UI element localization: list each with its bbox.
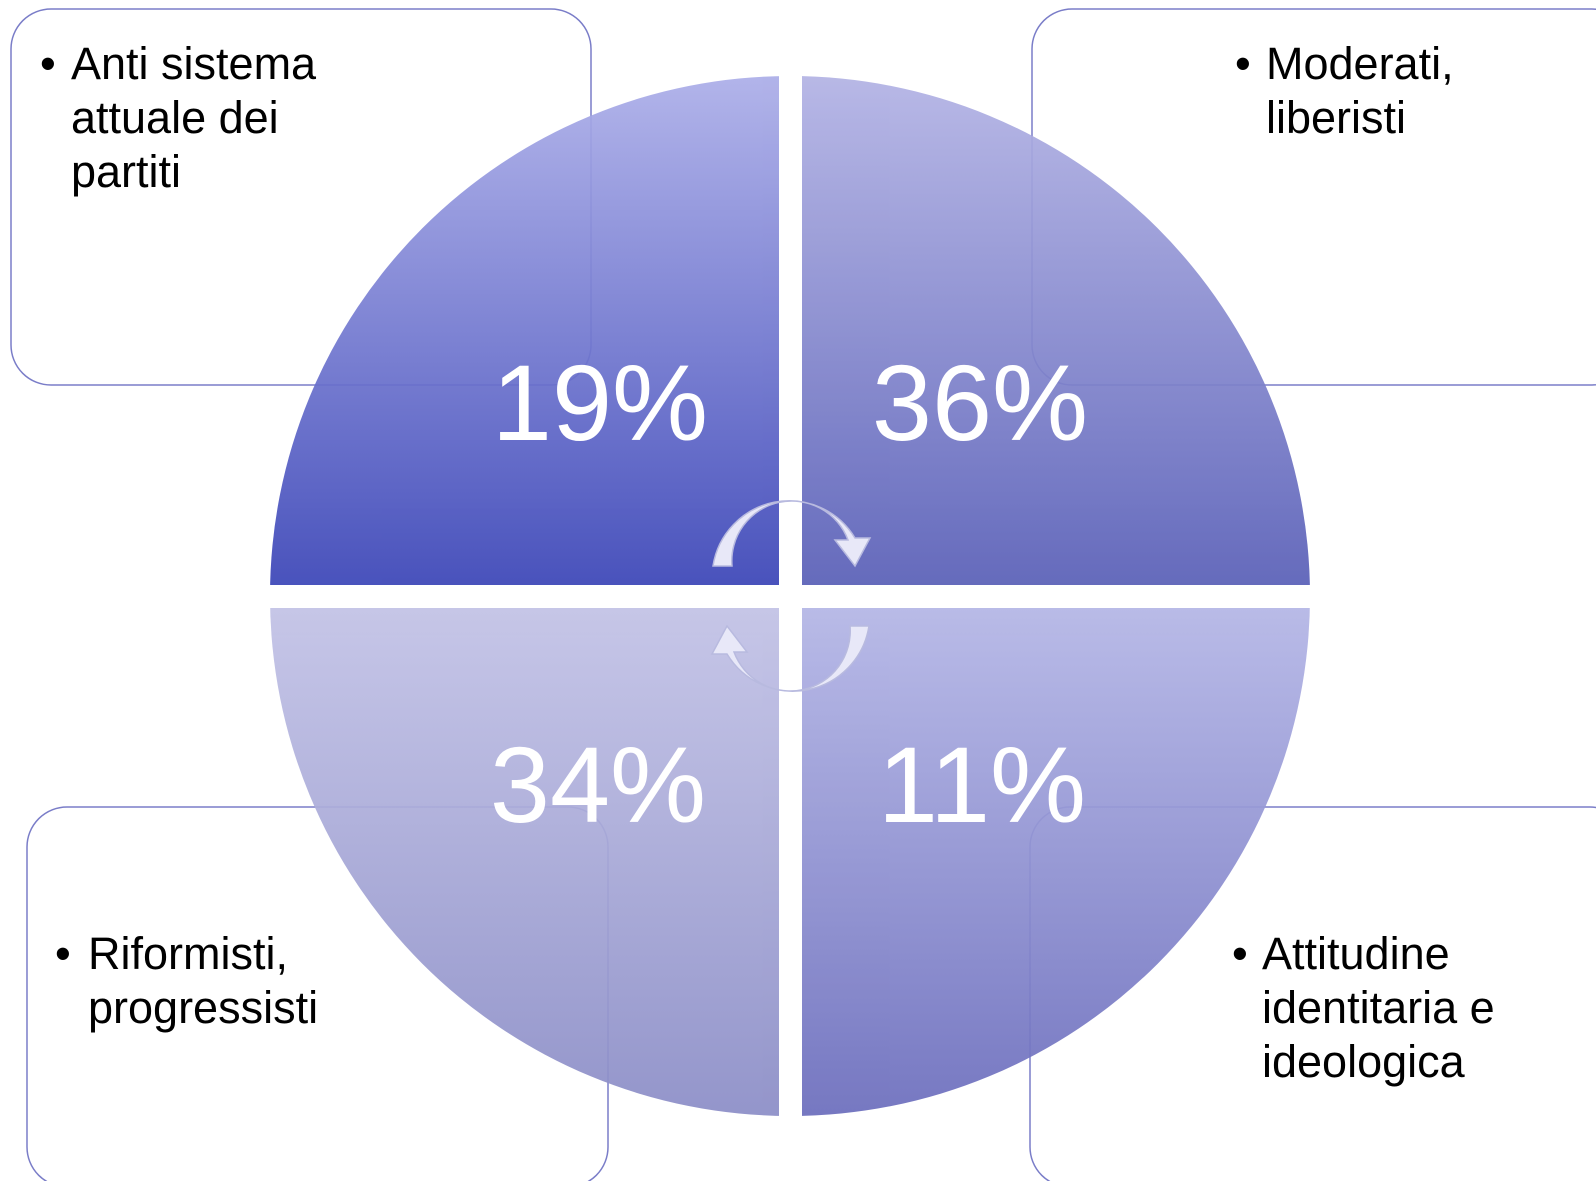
item-text: Riformisti, [88,928,288,979]
percent-label: 19% [492,342,708,463]
cycle-arrows [710,500,872,692]
item-text: identitaria e [1262,982,1495,1033]
bullet: • [40,38,56,89]
percent-label: 34% [490,724,706,845]
item-text: partiti [71,146,181,197]
bullet: • [55,928,71,979]
bullet: • [1235,38,1251,89]
item-text: Anti sistema [71,38,317,89]
item-text: attuale dei [71,92,279,143]
arrow [712,500,872,568]
item-text: Moderati, [1266,38,1454,89]
item-text: ideologica [1262,1036,1466,1087]
item-text: liberisti [1266,92,1406,143]
item-text: Attitudine [1262,928,1450,979]
percent-label: 36% [872,342,1088,463]
item-text: progressisti [88,982,318,1033]
percent-label: 11% [878,724,1086,845]
bullet: • [1232,928,1248,979]
arrow [710,624,870,692]
